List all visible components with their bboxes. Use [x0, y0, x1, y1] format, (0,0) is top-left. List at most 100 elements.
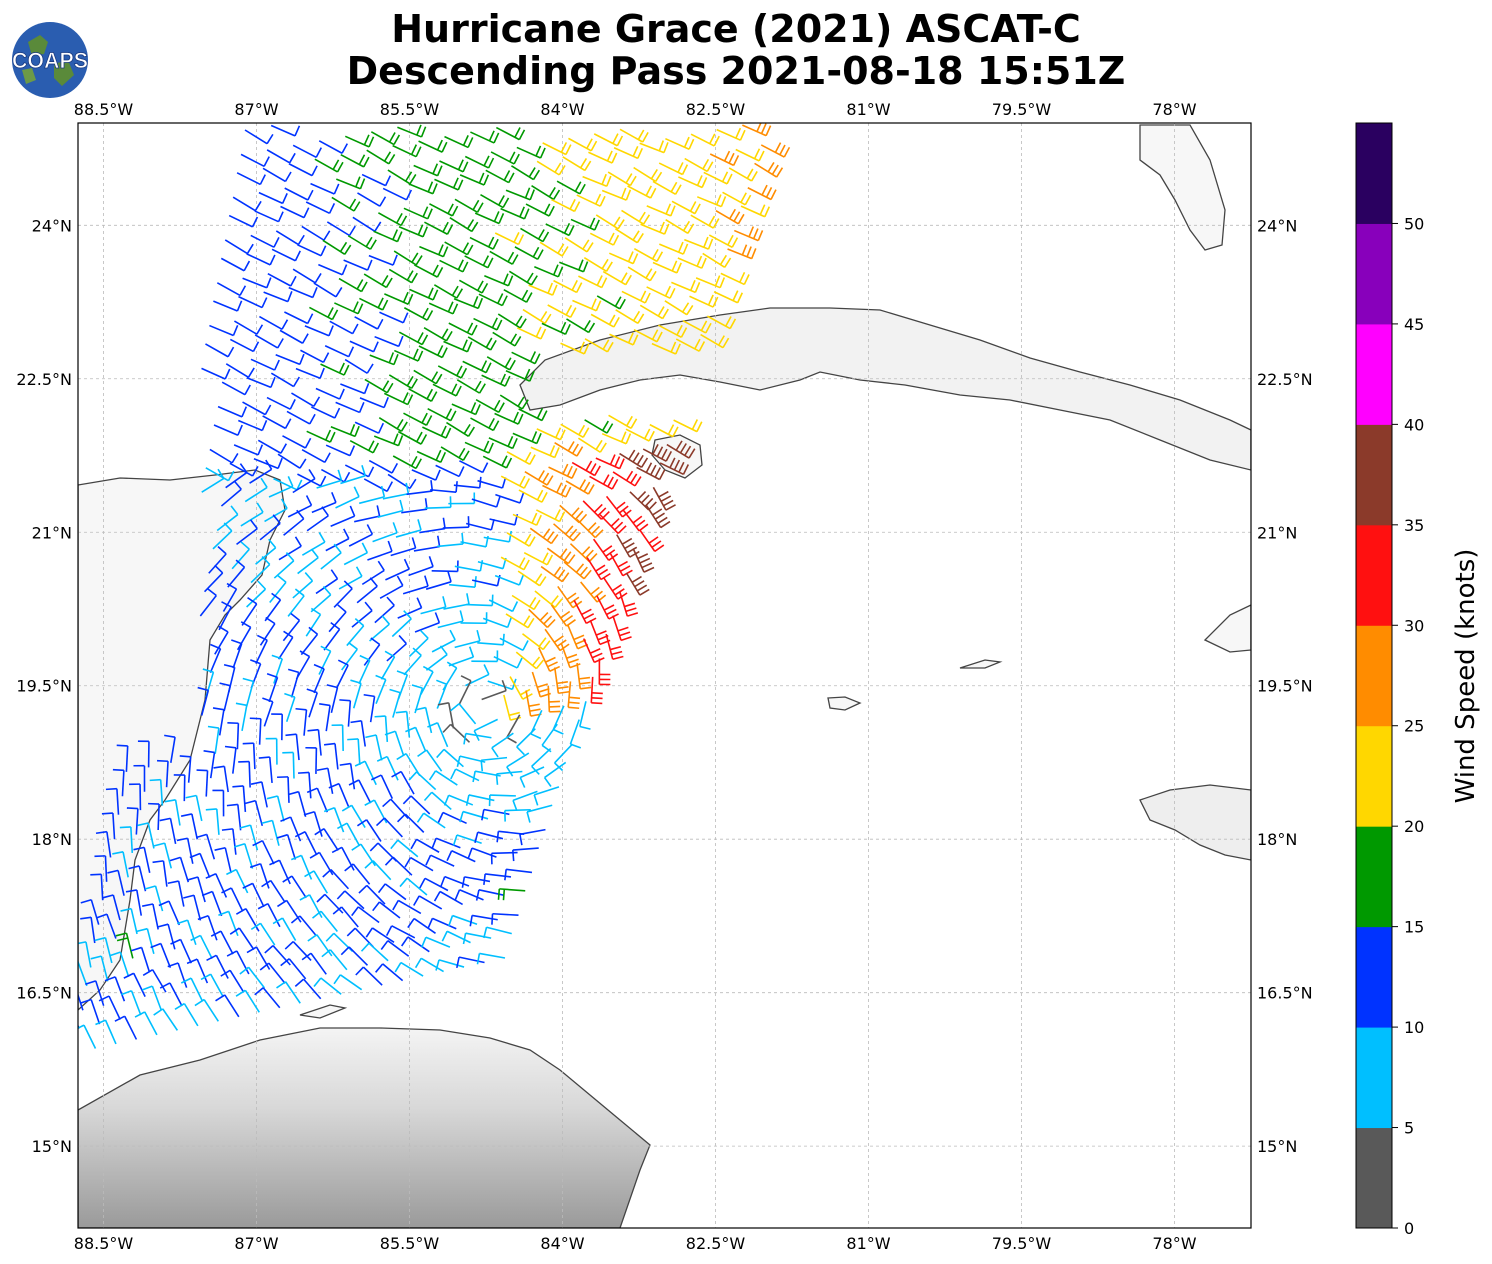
wind-barb [201, 468, 225, 493]
wind-barb [463, 732, 492, 745]
wind-barb [454, 560, 484, 572]
lon-tick-label-bottom: 88.5°W [74, 1234, 134, 1253]
wind-barb [486, 356, 516, 371]
wind-barb [531, 185, 561, 201]
wind-barb [441, 930, 471, 944]
wind-barb [112, 768, 125, 797]
wind-barb [261, 819, 280, 846]
wind-barb [616, 534, 640, 558]
wind-barb [286, 410, 316, 425]
wind-barb [503, 694, 522, 721]
wind-barb [393, 250, 423, 266]
wind-barb [335, 659, 349, 689]
wind-barb [378, 417, 408, 433]
colorbar-frame [1355, 122, 1393, 1229]
wind-barb [564, 237, 594, 253]
wind-barb [239, 966, 266, 989]
wind-barb [577, 437, 607, 453]
wind-barb [642, 444, 673, 462]
wind-barb [458, 279, 489, 294]
wind-barb [559, 259, 589, 273]
wind-barb [665, 136, 695, 150]
wind-barb [434, 177, 464, 191]
wind-barb [500, 475, 531, 489]
wind-barb [335, 486, 360, 509]
wind-barb [354, 316, 384, 330]
wind-barb [459, 460, 489, 474]
wind-barb [482, 616, 513, 629]
wind-barb [310, 406, 341, 419]
wind-barb [284, 940, 312, 961]
wind-barb [279, 329, 309, 344]
hispaniola-land [1203, 604, 1251, 653]
wind-barb [419, 517, 446, 534]
wind-barb [201, 890, 223, 917]
wind-barb [576, 662, 592, 690]
wind-barb [297, 244, 327, 257]
wind-barb [96, 913, 117, 939]
wind-barb [372, 522, 398, 543]
wind-barb [236, 621, 252, 651]
wind-barb [516, 145, 546, 159]
wind-barb [80, 998, 101, 1025]
wind-barb [429, 203, 459, 217]
wind-barb [425, 854, 455, 867]
wind-barb [259, 514, 281, 541]
wind-barb [229, 462, 259, 477]
wind-barb [343, 259, 373, 271]
colorbar-segment [1356, 1127, 1392, 1229]
colorbar-segment [1356, 424, 1392, 526]
wind-barb [331, 724, 344, 752]
wind-barb [636, 462, 666, 481]
wind-barb [347, 738, 361, 765]
wind-barb [277, 899, 302, 923]
wind-barb [449, 216, 479, 233]
wind-barb [246, 253, 276, 266]
wind-barb [179, 755, 192, 783]
wind-barb [363, 273, 393, 289]
wind-barb [481, 373, 511, 387]
wind-barb [109, 951, 130, 978]
wind-barb [584, 419, 614, 434]
wind-barb [278, 536, 302, 561]
wind-barb [516, 326, 547, 340]
wind-barb [627, 185, 657, 199]
wind-barb [226, 803, 242, 831]
wind-barb [534, 590, 563, 608]
wind-barb [396, 813, 425, 833]
wind-barb [437, 365, 468, 379]
wind-barb [266, 396, 296, 410]
wind-barb [540, 565, 570, 583]
wind-barb [612, 615, 632, 642]
wind-barb [621, 209, 651, 225]
wind-barb [453, 296, 484, 310]
wind-barb [238, 295, 268, 309]
wind-barb [306, 506, 329, 532]
wind-barb [659, 457, 690, 476]
wind-barb [442, 516, 470, 529]
wind-barb [277, 776, 290, 803]
wind-barb [336, 176, 366, 190]
lon-tick-label-bottom: 84°W [540, 1234, 584, 1253]
wind-barb [94, 855, 108, 882]
wind-barb [271, 654, 283, 684]
wind-barb [627, 266, 657, 282]
wind-barb [129, 783, 142, 811]
wind-barb [437, 702, 455, 729]
wind-barb [534, 264, 564, 278]
wind-barb [313, 663, 325, 694]
yucatan-land [78, 469, 286, 1011]
wind-barb [258, 756, 273, 784]
wind-barb [242, 677, 255, 707]
wind-barb [339, 699, 352, 727]
jamaica-land [1139, 784, 1251, 861]
wind-barb [454, 889, 484, 901]
wind-barb [133, 846, 151, 873]
wind-barb [407, 917, 436, 934]
wind-barb [588, 150, 618, 164]
wind-barb [170, 938, 192, 964]
wind-barb [619, 128, 649, 143]
colorbar-tick-label: 50 [1404, 214, 1424, 233]
wind-barb [266, 795, 285, 822]
wind-barb [209, 324, 239, 337]
